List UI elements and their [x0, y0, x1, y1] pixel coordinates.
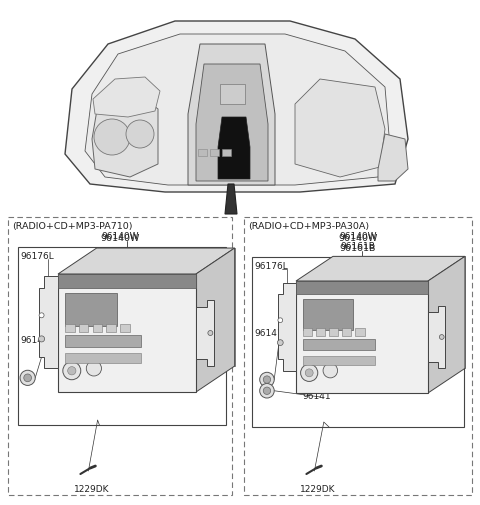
Text: 96176L: 96176L — [20, 251, 54, 261]
Text: 96100S: 96100S — [365, 262, 399, 271]
Bar — [79, 324, 88, 332]
Circle shape — [63, 362, 81, 380]
Bar — [252, 258, 464, 427]
Polygon shape — [225, 185, 237, 215]
Circle shape — [39, 313, 44, 318]
Circle shape — [278, 318, 283, 323]
Text: 96176R: 96176R — [378, 360, 413, 369]
Text: 96141: 96141 — [302, 391, 331, 400]
Polygon shape — [39, 277, 58, 369]
Polygon shape — [196, 248, 235, 392]
Text: 96140W: 96140W — [101, 231, 139, 240]
Text: 96161B: 96161B — [341, 241, 375, 250]
Text: 96140W: 96140W — [100, 233, 140, 242]
Circle shape — [305, 369, 313, 377]
Text: 1229DK: 1229DK — [73, 484, 109, 493]
Polygon shape — [93, 78, 160, 118]
Bar — [329, 328, 338, 336]
Circle shape — [94, 120, 130, 156]
Text: 96140W: 96140W — [339, 231, 377, 240]
Bar — [93, 324, 102, 332]
Bar — [220, 85, 245, 105]
Circle shape — [260, 373, 274, 387]
Circle shape — [277, 340, 283, 346]
Circle shape — [24, 374, 32, 382]
Polygon shape — [58, 248, 235, 274]
Bar — [296, 281, 428, 295]
Text: 96140W: 96140W — [338, 233, 378, 242]
Text: (RADIO+CD+MP3-PA710): (RADIO+CD+MP3-PA710) — [12, 222, 132, 231]
Bar — [18, 247, 226, 425]
Polygon shape — [65, 22, 408, 192]
Text: 1229DK: 1229DK — [300, 484, 335, 493]
Text: 96176L: 96176L — [254, 262, 288, 271]
Bar — [302, 357, 375, 365]
Circle shape — [263, 376, 271, 383]
Bar — [302, 299, 353, 331]
Circle shape — [38, 336, 45, 342]
Circle shape — [20, 371, 35, 386]
Text: 96161B: 96161B — [340, 243, 376, 252]
Text: 96100S: 96100S — [134, 251, 168, 261]
Polygon shape — [196, 300, 214, 366]
Bar — [65, 324, 74, 332]
Bar — [342, 328, 351, 336]
Circle shape — [323, 364, 337, 378]
Bar — [8, 218, 232, 495]
Polygon shape — [85, 35, 390, 186]
Bar — [65, 293, 117, 326]
Bar — [58, 274, 196, 288]
Bar — [106, 324, 116, 332]
Polygon shape — [196, 65, 268, 182]
Text: (RADIO+CD+MP3-PA30A): (RADIO+CD+MP3-PA30A) — [248, 222, 369, 231]
Bar — [316, 328, 325, 336]
Bar — [65, 336, 141, 347]
Circle shape — [68, 367, 76, 375]
Bar — [210, 149, 219, 157]
Polygon shape — [188, 45, 275, 186]
Polygon shape — [295, 80, 385, 178]
Bar — [244, 218, 472, 495]
Polygon shape — [428, 257, 465, 393]
Polygon shape — [218, 118, 250, 180]
Circle shape — [263, 387, 271, 395]
Polygon shape — [296, 257, 465, 281]
Bar — [198, 149, 207, 157]
Polygon shape — [96, 248, 235, 366]
Bar — [302, 339, 375, 351]
Circle shape — [260, 384, 274, 398]
Polygon shape — [428, 306, 445, 369]
Polygon shape — [333, 257, 465, 369]
Bar — [355, 328, 365, 336]
Bar — [65, 354, 141, 363]
Text: 96141: 96141 — [20, 336, 48, 345]
Circle shape — [208, 331, 213, 336]
Polygon shape — [378, 135, 408, 182]
Circle shape — [300, 365, 318, 382]
Polygon shape — [92, 95, 158, 178]
Circle shape — [126, 121, 154, 148]
Text: 96141: 96141 — [254, 328, 283, 337]
Bar — [296, 281, 428, 393]
Text: 96176R: 96176R — [144, 357, 179, 366]
Circle shape — [86, 361, 101, 376]
Circle shape — [439, 335, 444, 340]
Bar — [302, 328, 312, 336]
Polygon shape — [277, 284, 296, 371]
Bar — [222, 149, 231, 157]
Bar — [58, 274, 196, 392]
Bar — [120, 324, 130, 332]
